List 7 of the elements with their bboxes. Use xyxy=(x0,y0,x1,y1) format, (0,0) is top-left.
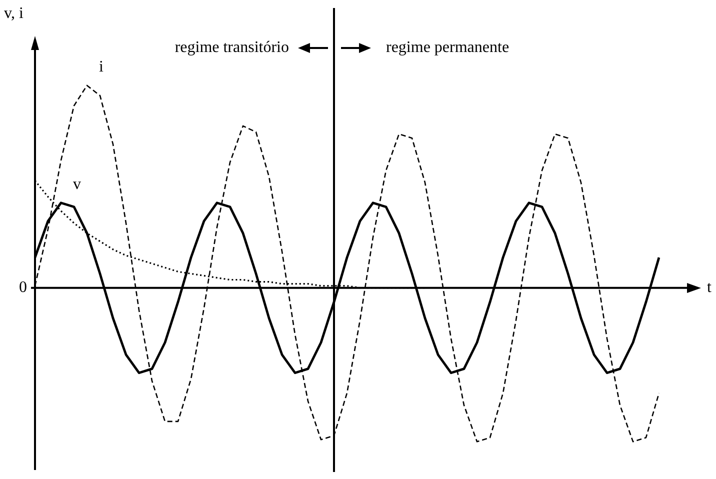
text: 0 xyxy=(19,279,27,296)
series-label: v xyxy=(73,176,81,194)
text: regime permanente xyxy=(386,39,510,56)
text: regime transitório xyxy=(174,39,289,56)
y-axis-title: v, i xyxy=(4,5,24,22)
x-axis-title: t xyxy=(707,279,712,296)
series-label: i xyxy=(99,58,104,76)
